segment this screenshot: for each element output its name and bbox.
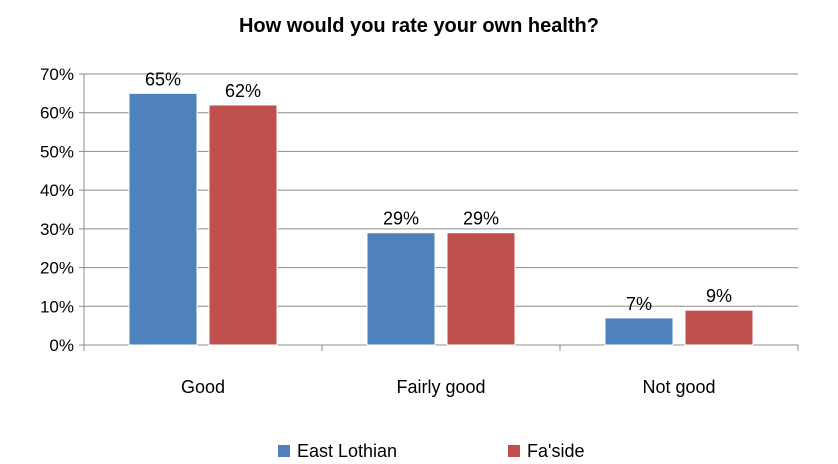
data-label-fa-side: 62% [225, 81, 261, 101]
bar-fa-side [446, 232, 516, 346]
y-tick-label: 0% [49, 336, 74, 355]
y-tick-label: 40% [40, 181, 74, 200]
data-label-fa-side: 9% [706, 286, 732, 306]
data-labels: 65% 62% 29% 29% 7% 9% [145, 69, 732, 314]
y-tick-label: 70% [40, 65, 74, 84]
legend-swatch-east-lothian [278, 445, 290, 457]
y-tick-label: 60% [40, 104, 74, 123]
y-tick-label: 30% [40, 220, 74, 239]
legend: East Lothian Fa'side [0, 441, 838, 463]
legend-label-east-lothian: East Lothian [297, 441, 398, 461]
x-tick-label: Fairly good [396, 377, 485, 397]
x-tick-label: Not good [642, 377, 715, 397]
bars [128, 92, 754, 346]
data-label-east-lothian: 7% [626, 294, 652, 314]
bar-east-lothian [128, 92, 198, 346]
y-tick-label: 10% [40, 297, 74, 316]
bar-east-lothian [366, 232, 436, 346]
legend-item-fa-side: Fa'side [508, 441, 584, 461]
data-label-east-lothian: 65% [145, 69, 181, 89]
data-label-fa-side: 29% [463, 209, 499, 229]
y-tick-label: 50% [40, 142, 74, 161]
chart-title: How would you rate your own health? [238, 15, 599, 37]
bar-east-lothian [604, 317, 674, 346]
bar-fa-side [684, 309, 754, 346]
legend-item-east-lothian: East Lothian [278, 441, 397, 461]
axes: 0% 10% 20% 30% 40% 50% 60% 70% Good Fairly good No… [40, 65, 799, 397]
legend-label-fa-side: Fa'side [527, 441, 585, 461]
y-tick-label: 20% [40, 259, 74, 278]
legend-swatch-fa-side [508, 445, 520, 457]
gridlines [84, 73, 798, 307]
bar-fa-side [208, 104, 278, 346]
data-label-east-lothian: 29% [383, 209, 419, 229]
x-tick-label: Good [181, 377, 225, 397]
